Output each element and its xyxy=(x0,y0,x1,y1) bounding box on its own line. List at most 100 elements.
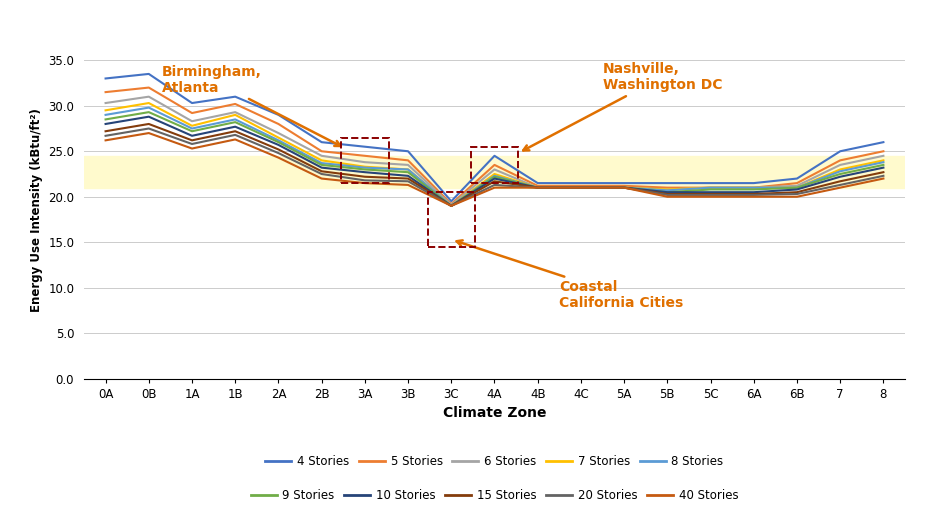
8 Stories xyxy=(446,203,457,209)
7 Stories xyxy=(791,185,802,191)
20 Stories xyxy=(748,192,759,198)
8 Stories xyxy=(705,185,717,191)
7 Stories xyxy=(835,166,846,173)
4 Stories xyxy=(187,100,198,106)
Line: 7 Stories: 7 Stories xyxy=(105,103,884,206)
40 Stories xyxy=(791,194,802,200)
9 Stories xyxy=(705,186,717,193)
9 Stories xyxy=(835,171,846,177)
4 Stories xyxy=(532,180,543,186)
4 Stories xyxy=(272,112,284,118)
Line: 6 Stories: 6 Stories xyxy=(105,97,884,205)
40 Stories xyxy=(359,180,370,186)
5 Stories xyxy=(272,121,284,127)
15 Stories xyxy=(532,185,543,191)
5 Stories xyxy=(489,162,500,168)
Bar xyxy=(341,138,389,183)
6 Stories xyxy=(100,100,111,106)
7 Stories xyxy=(748,185,759,191)
20 Stories xyxy=(272,150,284,156)
Text: Birmingham,
Atlanta: Birmingham, Atlanta xyxy=(161,65,341,146)
10 Stories xyxy=(187,133,198,139)
20 Stories xyxy=(489,182,500,188)
8 Stories xyxy=(661,187,673,194)
4 Stories xyxy=(100,75,111,82)
7 Stories xyxy=(532,185,543,191)
8 Stories xyxy=(619,185,630,191)
8 Stories xyxy=(576,185,587,191)
5 Stories xyxy=(143,84,154,90)
40 Stories xyxy=(576,185,587,191)
15 Stories xyxy=(316,168,327,175)
7 Stories xyxy=(100,107,111,114)
8 Stories xyxy=(100,112,111,118)
15 Stories xyxy=(489,178,500,185)
15 Stories xyxy=(359,174,370,180)
6 Stories xyxy=(489,166,500,173)
Line: 5 Stories: 5 Stories xyxy=(105,87,884,204)
9 Stories xyxy=(446,203,457,209)
Text: Coastal
California Cities: Coastal California Cities xyxy=(456,240,684,310)
6 Stories xyxy=(359,159,370,165)
6 Stories xyxy=(705,185,717,191)
10 Stories xyxy=(402,173,413,179)
15 Stories xyxy=(878,169,889,175)
20 Stories xyxy=(187,141,198,147)
8 Stories xyxy=(835,168,846,175)
5 Stories xyxy=(576,183,587,189)
15 Stories xyxy=(402,175,413,181)
6 Stories xyxy=(272,130,284,136)
Line: 10 Stories: 10 Stories xyxy=(105,117,884,206)
Line: 4 Stories: 4 Stories xyxy=(105,74,884,201)
40 Stories xyxy=(619,185,630,191)
20 Stories xyxy=(446,203,457,209)
10 Stories xyxy=(143,114,154,120)
5 Stories xyxy=(835,157,846,164)
5 Stories xyxy=(748,185,759,191)
7 Stories xyxy=(359,164,370,170)
9 Stories xyxy=(187,128,198,135)
Line: 8 Stories: 8 Stories xyxy=(105,108,884,206)
7 Stories xyxy=(489,171,500,177)
10 Stories xyxy=(576,185,587,191)
8 Stories xyxy=(489,173,500,179)
4 Stories xyxy=(835,148,846,155)
4 Stories xyxy=(661,180,673,186)
15 Stories xyxy=(187,137,198,144)
40 Stories xyxy=(402,182,413,188)
15 Stories xyxy=(661,191,673,197)
10 Stories xyxy=(489,175,500,181)
4 Stories xyxy=(402,148,413,155)
9 Stories xyxy=(619,185,630,191)
5 Stories xyxy=(791,180,802,186)
20 Stories xyxy=(878,173,889,179)
10 Stories xyxy=(619,185,630,191)
20 Stories xyxy=(402,178,413,185)
9 Stories xyxy=(791,185,802,191)
4 Stories xyxy=(316,139,327,145)
15 Stories xyxy=(230,128,241,135)
Line: 15 Stories: 15 Stories xyxy=(105,124,884,206)
9 Stories xyxy=(489,174,500,180)
10 Stories xyxy=(272,141,284,148)
8 Stories xyxy=(878,159,889,165)
20 Stories xyxy=(359,177,370,184)
7 Stories xyxy=(402,166,413,173)
8 Stories xyxy=(187,125,198,132)
Y-axis label: Energy Use Intensity (kBtu/ft²): Energy Use Intensity (kBtu/ft²) xyxy=(30,108,43,312)
9 Stories xyxy=(230,119,241,125)
8 Stories xyxy=(143,105,154,111)
7 Stories xyxy=(316,157,327,164)
8 Stories xyxy=(532,185,543,191)
X-axis label: Climate Zone: Climate Zone xyxy=(443,406,546,420)
10 Stories xyxy=(878,165,889,171)
7 Stories xyxy=(187,123,198,129)
40 Stories xyxy=(835,185,846,191)
20 Stories xyxy=(791,191,802,197)
40 Stories xyxy=(532,185,543,191)
Legend: 9 Stories, 10 Stories, 15 Stories, 20 Stories, 40 Stories: 9 Stories, 10 Stories, 15 Stories, 20 St… xyxy=(245,484,744,507)
7 Stories xyxy=(878,157,889,164)
15 Stories xyxy=(446,203,457,209)
7 Stories xyxy=(272,135,284,141)
4 Stories xyxy=(748,180,759,186)
